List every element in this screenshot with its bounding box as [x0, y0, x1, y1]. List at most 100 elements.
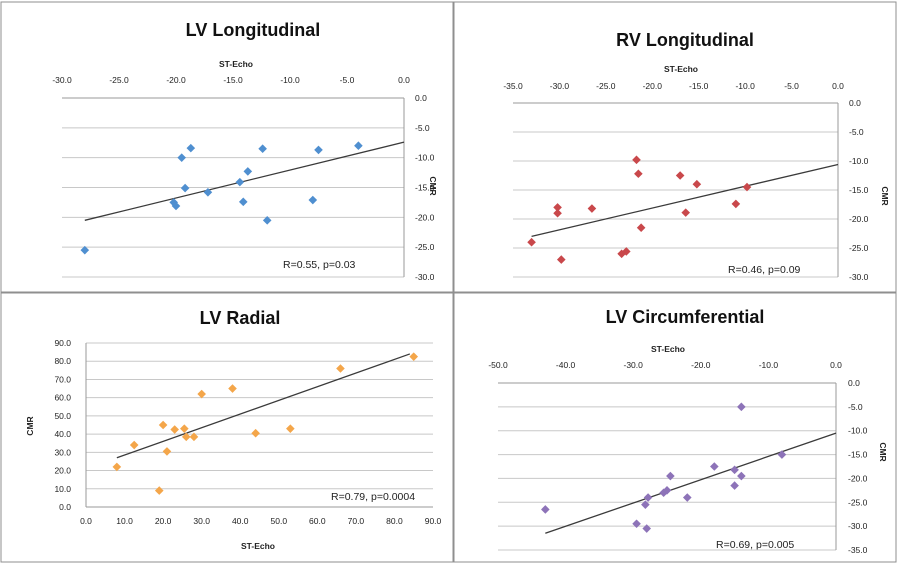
x-tick-label: 50.0 [271, 516, 288, 526]
y-tick-label: 80.0 [54, 356, 71, 366]
chart-title: LV Radial [200, 308, 281, 328]
x-tick-label: 0.0 [830, 360, 842, 370]
data-point [258, 144, 267, 154]
y-tick-label: -10.0 [415, 153, 435, 163]
x-tick-label: -50.0 [488, 360, 508, 370]
chart-title: LV Longitudinal [186, 20, 321, 40]
data-point [632, 519, 641, 529]
x-tick-label: 30.0 [193, 516, 210, 526]
x-tick-label: -10.0 [759, 360, 779, 370]
x-tick-label: -30.0 [624, 360, 644, 370]
trendline [84, 141, 405, 221]
y-tick-label: -30.0 [849, 272, 869, 282]
y-axis-title: CMR [880, 186, 890, 205]
x-tick-label: 0.0 [832, 81, 844, 91]
data-point [409, 352, 419, 361]
data-point [251, 428, 260, 438]
data-point [641, 500, 650, 509]
y-tick-label: 0.0 [415, 93, 427, 103]
y-tick-label: -5.0 [415, 123, 430, 133]
trendline [116, 353, 411, 459]
x-tick-label: 0.0 [80, 516, 92, 526]
chart-title: LV Circumferential [606, 307, 765, 327]
data-point [710, 462, 719, 471]
data-point [662, 486, 672, 495]
data-point [112, 462, 122, 472]
data-point [730, 481, 739, 490]
x-tick-label: -30.0 [550, 81, 570, 91]
data-point [636, 223, 646, 232]
data-point [659, 488, 668, 498]
y-tick-label: 0.0 [848, 378, 860, 388]
y-tick-label: -25.0 [849, 243, 869, 253]
y-tick-label: 10.0 [54, 484, 71, 494]
y-tick-label: -5.0 [849, 127, 864, 137]
data-point [553, 203, 562, 212]
y-tick-label: -5.0 [848, 402, 863, 412]
data-point [80, 245, 90, 255]
data-point [186, 143, 196, 153]
x-tick-label: 80.0 [386, 516, 403, 526]
y-tick-label: 90.0 [54, 338, 71, 348]
data-point [632, 155, 641, 165]
data-point [162, 447, 172, 456]
data-point [692, 179, 702, 189]
data-point [189, 432, 199, 442]
y-tick-label: -15.0 [415, 183, 435, 193]
data-point [129, 440, 139, 450]
data-point [308, 195, 318, 205]
y-tick-label: 50.0 [54, 411, 71, 421]
x-tick-label: -10.0 [280, 75, 300, 85]
data-point [777, 450, 787, 459]
data-point [314, 145, 323, 155]
x-tick-label: -20.0 [691, 360, 711, 370]
x-tick-label: 70.0 [348, 516, 365, 526]
y-tick-label: 0.0 [59, 502, 71, 512]
data-point [286, 424, 295, 433]
x-tick-label: -35.0 [503, 81, 523, 91]
data-point [634, 169, 643, 179]
data-point [742, 182, 752, 192]
panel-lv-radial: LV Radial ST-Echo CMR R=0.79, p=0.0004 9… [0, 292, 454, 563]
x-tick-label: 0.0 [398, 75, 410, 85]
data-point [170, 425, 179, 434]
x-tick-label: 90.0 [425, 516, 442, 526]
y-tick-label: -15.0 [848, 450, 868, 460]
trendline [545, 432, 837, 534]
annotation-r-p: R=0.69, p=0.005 [716, 539, 794, 551]
data-point [203, 187, 213, 197]
x-tick-label: 20.0 [155, 516, 172, 526]
data-point [228, 384, 237, 393]
y-tick-label: -15.0 [849, 185, 869, 195]
data-point [666, 471, 675, 481]
data-point [158, 420, 168, 430]
y-axis-title: CMR [25, 416, 35, 435]
y-tick-label: -30.0 [848, 521, 868, 531]
x-axis-title: ST-Echo [219, 59, 253, 69]
data-point [336, 364, 345, 373]
data-point [737, 471, 746, 481]
panel-lv-longitudinal: LV Longitudinal ST-Echo CMR R=0.55, p=0.… [0, 1, 454, 293]
x-tick-label: 40.0 [232, 516, 249, 526]
y-tick-label: -20.0 [849, 214, 869, 224]
data-point [181, 432, 191, 442]
y-tick-label: 20.0 [54, 466, 71, 476]
x-tick-label: -40.0 [556, 360, 576, 370]
y-tick-label: -10.0 [849, 156, 869, 166]
data-point [262, 216, 272, 225]
x-tick-label: -30.0 [52, 75, 72, 85]
y-tick-label: -20.0 [848, 473, 868, 483]
y-axis-title: CMR [878, 442, 888, 461]
x-axis-title: ST-Echo [664, 64, 698, 74]
data-point [681, 208, 691, 217]
x-axis-title: ST-Echo [241, 541, 275, 551]
data-point [642, 524, 652, 533]
chart-title: RV Longitudinal [616, 30, 754, 50]
x-axis-title: ST-Echo [651, 344, 685, 354]
data-point [177, 153, 186, 162]
data-point [682, 493, 692, 502]
x-tick-label: -25.0 [596, 81, 616, 91]
y-tick-label: 70.0 [54, 374, 71, 384]
data-point [675, 171, 685, 180]
